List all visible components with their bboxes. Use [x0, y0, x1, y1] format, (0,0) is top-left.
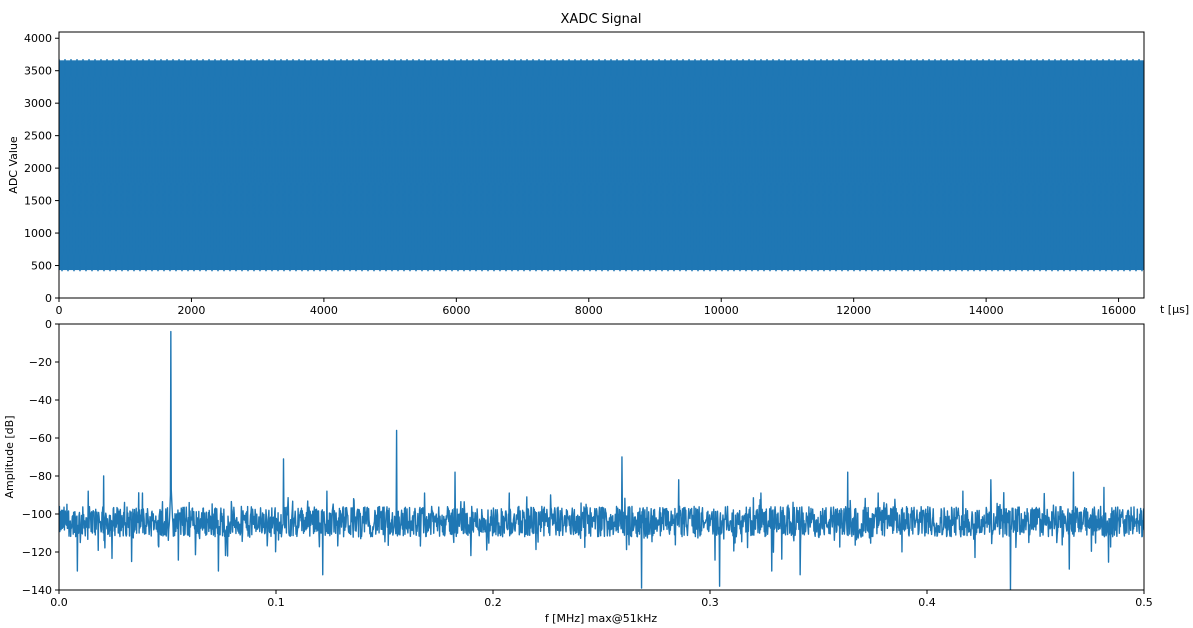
signal-y-tick-label: 500	[31, 260, 52, 273]
spectrum-y-tick-label: −40	[29, 394, 52, 407]
signal-y-tick-label: 3000	[24, 97, 52, 110]
spectrum-series-line	[59, 330, 1144, 590]
signal-x-tick-label: 14000	[969, 304, 1004, 317]
signal-axes: XADC Signal 0 2000 4000 6000 8000 10000 12000 1…	[7, 12, 1189, 317]
spectrum-x-axis-label: f [MHz] max@51kHz	[545, 612, 658, 625]
signal-axes-frame	[58, 31, 1145, 299]
signal-y-tick-label: 1500	[24, 195, 52, 208]
signal-series-line	[59, 59, 1144, 272]
signal-x-axis-label: t [μs]	[1160, 303, 1189, 316]
spectrum-x-tick-label: 0.4	[918, 596, 936, 609]
spectrum-y-ticks: 0 −20 −40 −60 −80 −100 −120 −140	[22, 318, 59, 597]
signal-x-tick-label: 2000	[177, 304, 205, 317]
spectrum-y-axis-label: Amplitude [dB]	[3, 416, 16, 499]
signal-x-ticks: 0 2000 4000 6000 8000 10000 12000 14000 16000	[56, 298, 1136, 317]
spectrum-y-tick-label: −60	[29, 432, 52, 445]
signal-x-tick-label: 12000	[836, 304, 871, 317]
signal-y-axis-label: ADC Value	[7, 136, 20, 194]
signal-y-tick-label: 0	[45, 292, 52, 305]
spectrum-y-tick-label: −80	[29, 470, 52, 483]
signal-y-tick-label: 3500	[24, 65, 52, 78]
spectrum-x-tick-label: 0.1	[267, 596, 285, 609]
chart-title: XADC Signal	[561, 12, 642, 27]
signal-y-tick-label: 2500	[24, 130, 52, 143]
spectrum-x-tick-label: 0.3	[701, 596, 719, 609]
spectrum-y-tick-label: −120	[22, 546, 52, 559]
signal-x-tick-label: 6000	[442, 304, 470, 317]
spectrum-y-tick-label: −140	[22, 584, 52, 597]
spectrum-y-tick-label: 0	[45, 318, 52, 331]
signal-x-tick-label: 4000	[310, 304, 338, 317]
spectrum-axes: 0.0 0.1 0.2 0.3 0.4 0.5 0 −20 −40 −60 −80 −100 −120…	[3, 318, 1153, 625]
signal-y-tick-label: 4000	[24, 32, 52, 45]
signal-y-tick-label: 1000	[24, 227, 52, 240]
signal-x-tick-label: 8000	[575, 304, 603, 317]
spectrum-y-tick-label: −20	[29, 356, 52, 369]
signal-y-tick-label: 2000	[24, 162, 52, 175]
signal-x-tick-label: 0	[56, 304, 63, 317]
spectrum-x-ticks: 0.0 0.1 0.2 0.3 0.4 0.5	[50, 590, 1153, 609]
spectrum-x-tick-label: 0.5	[1135, 596, 1153, 609]
signal-x-tick-label: 16000	[1101, 304, 1136, 317]
spectrum-x-tick-label: 0.0	[50, 596, 68, 609]
spectrum-x-tick-label: 0.2	[484, 596, 502, 609]
signal-x-tick-label: 10000	[704, 304, 739, 317]
spectrum-axes-frame	[58, 323, 1145, 591]
spectrum-line	[59, 330, 1144, 590]
spectrum-y-tick-label: −100	[22, 508, 52, 521]
signal-y-ticks: 0 500 1000 1500 2000 2500 3000 3500 4000	[24, 32, 59, 305]
signal-line	[59, 59, 1143, 272]
